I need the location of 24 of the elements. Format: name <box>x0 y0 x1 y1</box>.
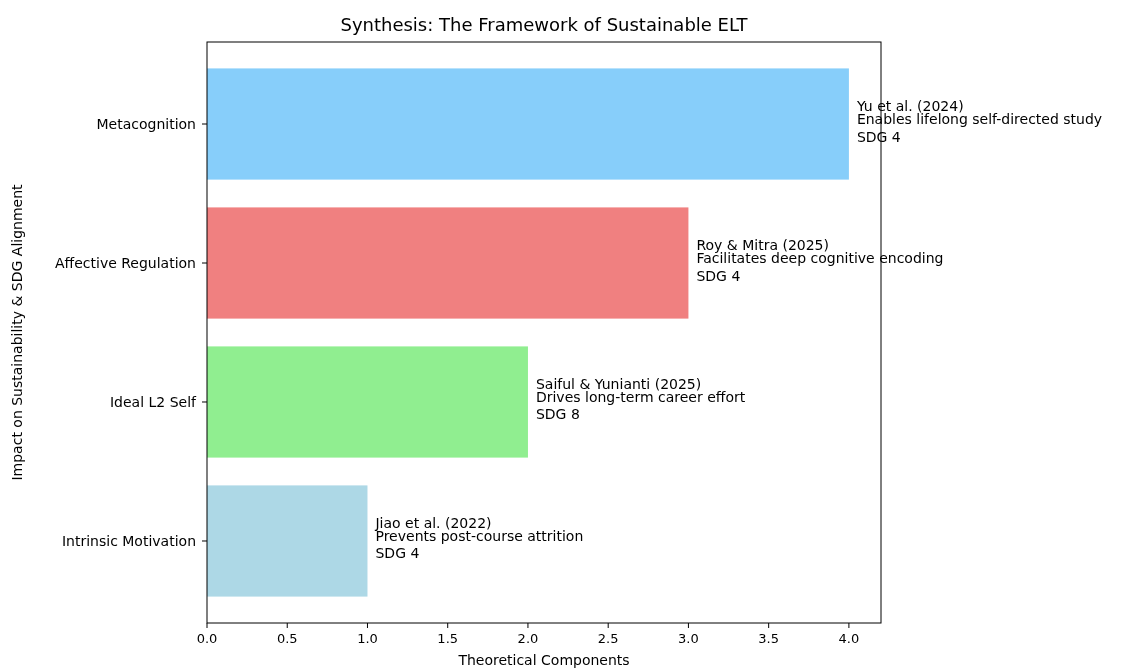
bar <box>207 207 689 319</box>
annotation: Jiao et al. (2022) Prevents post-course attrition SDG 4 <box>374 515 584 562</box>
annotation: Saiful & Yunianti (2025) Drives long-term career effort SDG 8 <box>535 376 746 423</box>
annotation: Yu et al. (2024) Enables lifelong self-directed study SDG 4 <box>855 98 1103 145</box>
x-tick-label: 1.0 <box>357 631 378 646</box>
y-tick-label: Metacognition <box>96 115 196 132</box>
bar <box>207 68 849 180</box>
bar <box>207 485 368 597</box>
y-axis-title: Impact on Sustainability & SDG Alignment <box>9 183 25 481</box>
y-tick-label: Affective Regulation <box>54 254 196 271</box>
y-tick-label: Intrinsic Motivation <box>61 532 196 549</box>
x-axis-title: Theoretical Components <box>457 652 630 668</box>
x-tick-label: 1.5 <box>437 631 459 646</box>
x-tick-label: 4.0 <box>838 631 860 646</box>
x-tick-label: 0.5 <box>276 631 298 646</box>
y-tick-label: Ideal L2 Self <box>109 393 198 410</box>
x-tick-label: 3.0 <box>678 631 699 646</box>
x-tick-label: 2.0 <box>517 631 539 646</box>
x-tick-label: 3.5 <box>758 631 780 646</box>
bar <box>207 346 528 458</box>
x-tick-label: 0.0 <box>196 631 218 646</box>
x-tick-label: 2.5 <box>597 631 619 646</box>
chart-title: Synthesis: The Framework of Sustainable ELT <box>340 14 749 35</box>
annotation: Roy & Mitra (2025) Facilitates deep cognitive encoding SDG 4 <box>696 237 944 284</box>
